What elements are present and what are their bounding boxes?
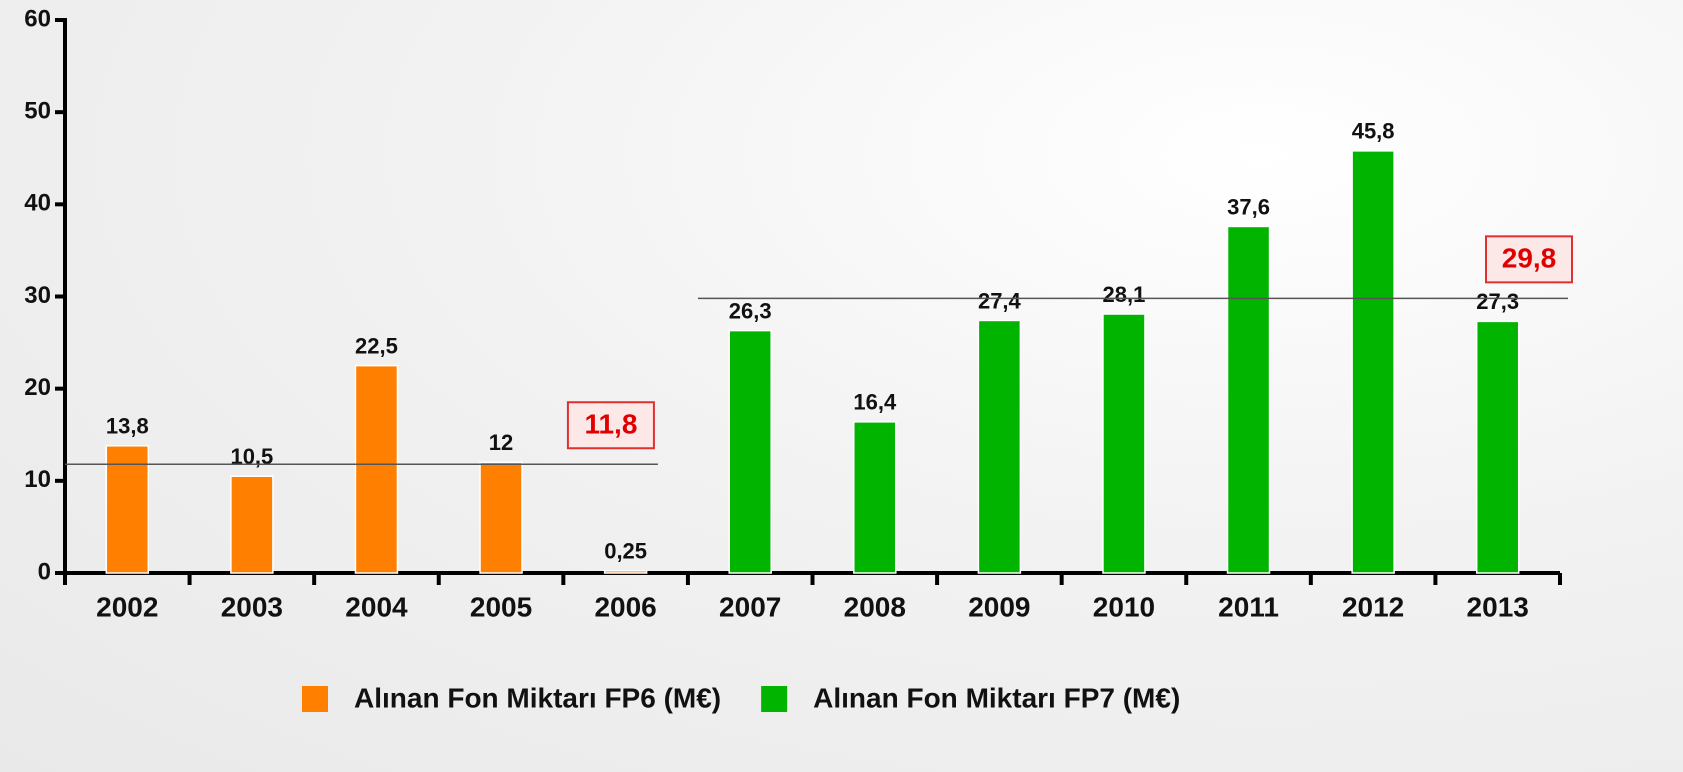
x-tick-label: 2010 xyxy=(1093,591,1155,622)
x-tick-label: 2011 xyxy=(1218,591,1279,622)
data-label: 27,4 xyxy=(978,288,1022,313)
bar xyxy=(977,319,1022,574)
average-box xyxy=(1485,235,1573,284)
bar xyxy=(479,461,523,574)
average-label: 11,8 xyxy=(584,409,637,440)
data-label: 16,4 xyxy=(853,390,897,415)
data-label: 45,8 xyxy=(1352,119,1395,144)
bar xyxy=(853,421,897,574)
average-box xyxy=(566,401,655,450)
legend-label: Alınan Fon Miktarı FP7 (M€) xyxy=(813,682,1180,713)
bar xyxy=(1226,225,1271,574)
x-tick-label: 2006 xyxy=(594,591,656,622)
x-tick-label: 2013 xyxy=(1467,591,1529,622)
bar xyxy=(603,569,648,574)
y-tick-label: 20 xyxy=(24,374,51,401)
y-tick-label: 50 xyxy=(24,98,51,125)
x-tick-label: 2005 xyxy=(470,591,532,622)
x-tick-label: 2012 xyxy=(1342,591,1404,622)
legend-label: Alınan Fon Miktarı FP6 (M€) xyxy=(354,682,721,713)
bar xyxy=(728,329,772,574)
data-label: 13,8 xyxy=(106,414,149,439)
data-label: 0,25 xyxy=(604,539,647,564)
bar xyxy=(230,475,274,574)
x-tick-label: 2009 xyxy=(968,591,1030,622)
data-label: 37,6 xyxy=(1227,194,1270,219)
x-tick-label: 2007 xyxy=(719,591,781,622)
data-label: 26,3 xyxy=(729,298,772,323)
y-tick-label: 30 xyxy=(24,282,51,309)
legend-swatch xyxy=(761,686,788,712)
bar xyxy=(1351,150,1395,574)
y-tick-label: 0 xyxy=(38,558,51,585)
bar xyxy=(105,445,150,574)
y-tick-label: 40 xyxy=(24,190,51,217)
y-tick-label: 60 xyxy=(24,5,51,32)
bar xyxy=(1475,320,1520,574)
legend-swatch xyxy=(302,686,328,712)
data-label: 27,3 xyxy=(1476,289,1519,314)
y-tick-label: 10 xyxy=(24,466,51,493)
x-tick-label: 2008 xyxy=(844,591,906,622)
data-label: 10,5 xyxy=(230,444,273,469)
average-label: 29,8 xyxy=(1502,243,1557,274)
data-label: 22,5 xyxy=(355,333,398,358)
x-tick-label: 2004 xyxy=(345,591,408,622)
data-label: 28,1 xyxy=(1103,282,1146,307)
data-label: 12 xyxy=(489,430,513,455)
bar xyxy=(354,364,399,574)
bar xyxy=(1102,313,1146,574)
x-tick-label: 2002 xyxy=(96,591,158,622)
x-tick-label: 2003 xyxy=(221,591,283,622)
